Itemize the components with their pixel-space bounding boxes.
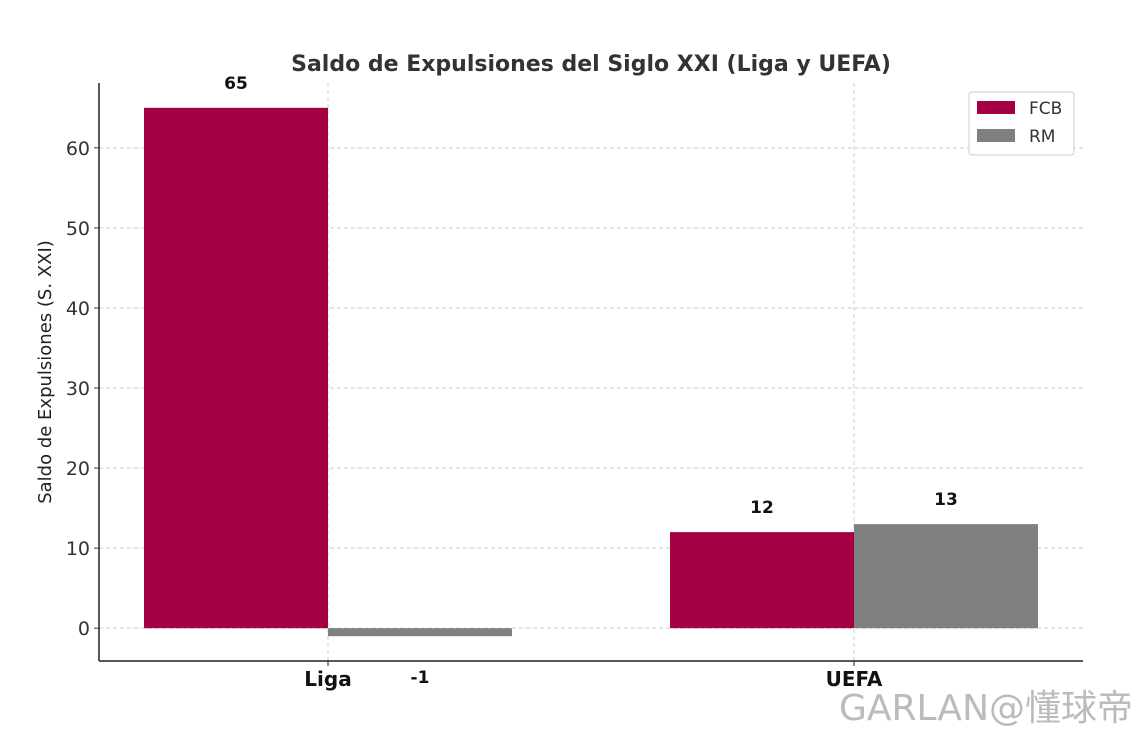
data-label: 13	[934, 490, 958, 510]
legend-label-fcb: FCB	[1029, 99, 1062, 119]
y-tick-label: 50	[66, 218, 90, 240]
bar-fcb-uefa	[670, 532, 854, 629]
x-tick-label: UEFA	[826, 667, 883, 691]
data-label: 65	[224, 74, 248, 94]
legend: FCB RM	[968, 91, 1075, 156]
data-label: -1	[411, 668, 430, 688]
y-axis-label: Saldo de Expulsiones (S. XXI)	[35, 240, 56, 504]
data-label: 12	[750, 498, 774, 518]
chart-title: Saldo de Expulsiones del Siglo XXI (Liga…	[291, 52, 891, 77]
bar-rm-uefa	[854, 524, 1038, 629]
y-tick-label: 30	[66, 378, 90, 400]
y-tick-label: 20	[66, 458, 90, 480]
y-tick-label: 40	[66, 298, 90, 320]
legend-label-rm: RM	[1029, 127, 1055, 147]
x-tick-label: Liga	[304, 667, 351, 691]
bar-rm-liga	[328, 628, 512, 637]
y-tick-label: 10	[66, 538, 90, 560]
legend-swatch-rm	[977, 129, 1015, 142]
bar-fcb-liga	[144, 107, 328, 629]
y-tick-label: 0	[78, 618, 90, 640]
legend-swatch-fcb	[977, 101, 1015, 114]
watermark: GARLAN@懂球帝	[839, 688, 1133, 729]
y-tick-label: 60	[66, 138, 90, 160]
